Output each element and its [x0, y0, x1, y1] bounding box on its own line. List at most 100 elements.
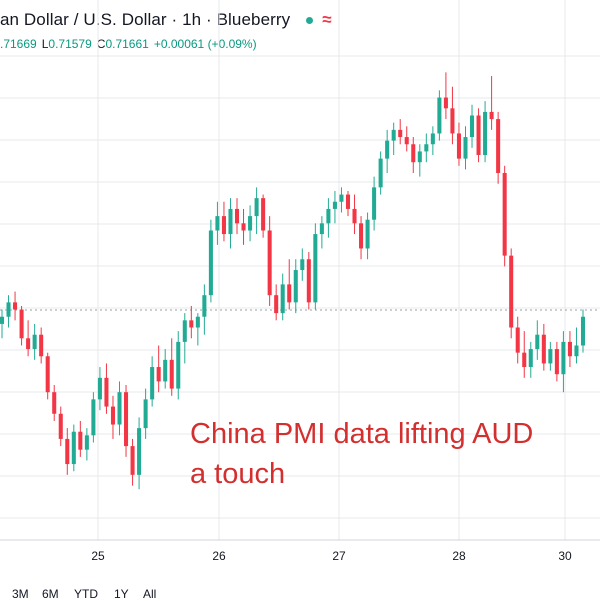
- candle[interactable]: [522, 331, 527, 378]
- candle[interactable]: [398, 119, 403, 145]
- candle[interactable]: [176, 331, 181, 400]
- candle[interactable]: [234, 198, 240, 235]
- candle[interactable]: [39, 327, 44, 364]
- candle[interactable]: [58, 406, 63, 447]
- candle[interactable]: [169, 338, 174, 396]
- candle[interactable]: [241, 208, 246, 245]
- candle[interactable]: [71, 424, 76, 472]
- candle[interactable]: [221, 201, 226, 242]
- candle[interactable]: [443, 72, 448, 120]
- candle[interactable]: [345, 190, 351, 217]
- candle[interactable]: [450, 86, 455, 145]
- candle[interactable]: [352, 194, 357, 235]
- candle[interactable]: [52, 385, 57, 421]
- candle[interactable]: [372, 176, 377, 231]
- candle[interactable]: [97, 367, 102, 411]
- candle[interactable]: [156, 345, 161, 393]
- range-all-button[interactable]: All: [143, 587, 157, 601]
- range-ytd-button[interactable]: YTD: [74, 587, 98, 601]
- candle[interactable]: [163, 349, 168, 389]
- candle[interactable]: [19, 305, 24, 346]
- candle[interactable]: [261, 194, 266, 238]
- candle[interactable]: [300, 248, 305, 281]
- candle[interactable]: [208, 219, 213, 303]
- candle[interactable]: [248, 205, 253, 242]
- candle[interactable]: [319, 216, 324, 249]
- candle[interactable]: [411, 137, 416, 173]
- wave-icon[interactable]: ≈: [322, 10, 332, 29]
- candle[interactable]: [313, 223, 318, 310]
- candle[interactable]: [143, 388, 148, 439]
- candle[interactable]: [202, 284, 207, 335]
- candle[interactable]: [391, 122, 396, 156]
- candle[interactable]: [496, 111, 501, 184]
- candle[interactable]: [117, 381, 122, 436]
- candle[interactable]: [359, 216, 364, 260]
- range-1y-button[interactable]: 1Y: [114, 587, 129, 601]
- candle[interactable]: [45, 352, 50, 400]
- candle[interactable]: [306, 252, 311, 310]
- candle[interactable]: [65, 428, 70, 475]
- candle[interactable]: [150, 356, 155, 407]
- candle[interactable]: [463, 126, 468, 170]
- candle[interactable]: [84, 428, 89, 461]
- candle[interactable]: [456, 122, 461, 166]
- candle[interactable]: [476, 108, 481, 163]
- candle[interactable]: [189, 305, 194, 339]
- candle[interactable]: [385, 129, 390, 173]
- market-status-dot-icon[interactable]: [306, 16, 314, 24]
- candle[interactable]: [489, 75, 494, 130]
- candle[interactable]: [293, 259, 298, 314]
- candle[interactable]: [6, 295, 11, 328]
- candle[interactable]: [215, 201, 220, 245]
- symbol-title[interactable]: an Dollar / U.S. Dollar · 1h · Blueberry: [0, 10, 291, 29]
- range-6m-button[interactable]: 6M: [42, 587, 59, 601]
- candle[interactable]: [528, 341, 533, 378]
- candle[interactable]: [339, 187, 344, 213]
- candle[interactable]: [110, 395, 116, 439]
- candle[interactable]: [574, 327, 579, 364]
- candle[interactable]: [365, 212, 370, 260]
- candle[interactable]: [26, 320, 31, 357]
- candle[interactable]: [378, 151, 383, 195]
- candle[interactable]: [561, 331, 566, 393]
- candle[interactable]: [274, 284, 279, 321]
- candle[interactable]: [254, 187, 259, 235]
- range-3m-button[interactable]: 3M: [12, 587, 29, 601]
- candle[interactable]: [280, 273, 285, 321]
- candle[interactable]: [137, 417, 142, 490]
- candle[interactable]: [515, 316, 520, 364]
- candle[interactable]: [13, 291, 18, 321]
- candle[interactable]: [91, 392, 96, 443]
- candle[interactable]: [483, 101, 488, 163]
- candle[interactable]: [287, 259, 292, 310]
- candle[interactable]: [124, 385, 129, 457]
- candle[interactable]: [541, 323, 546, 371]
- candle[interactable]: [548, 341, 553, 371]
- candle[interactable]: [437, 90, 442, 141]
- chart-annotation[interactable]: China PMI data lifting AUD a touch: [190, 414, 533, 494]
- candle[interactable]: [130, 438, 135, 486]
- candle[interactable]: [182, 313, 187, 364]
- candle[interactable]: [228, 198, 233, 249]
- candle[interactable]: [567, 331, 572, 368]
- candle[interactable]: [78, 420, 83, 457]
- candle[interactable]: [267, 216, 272, 306]
- candle[interactable]: [195, 313, 200, 346]
- candle[interactable]: [535, 320, 540, 360]
- candlestick-series[interactable]: [0, 72, 586, 490]
- candle[interactable]: [580, 309, 586, 353]
- candle[interactable]: [424, 133, 429, 163]
- candle[interactable]: [417, 144, 422, 177]
- candle[interactable]: [326, 198, 331, 238]
- candle[interactable]: [32, 323, 37, 360]
- candle[interactable]: [509, 248, 514, 339]
- candle[interactable]: [469, 104, 475, 148]
- candle[interactable]: [430, 126, 435, 156]
- candle[interactable]: [332, 190, 337, 224]
- candle[interactable]: [0, 309, 5, 339]
- candle[interactable]: [554, 341, 559, 382]
- candle[interactable]: [104, 363, 109, 414]
- candle[interactable]: [502, 165, 507, 267]
